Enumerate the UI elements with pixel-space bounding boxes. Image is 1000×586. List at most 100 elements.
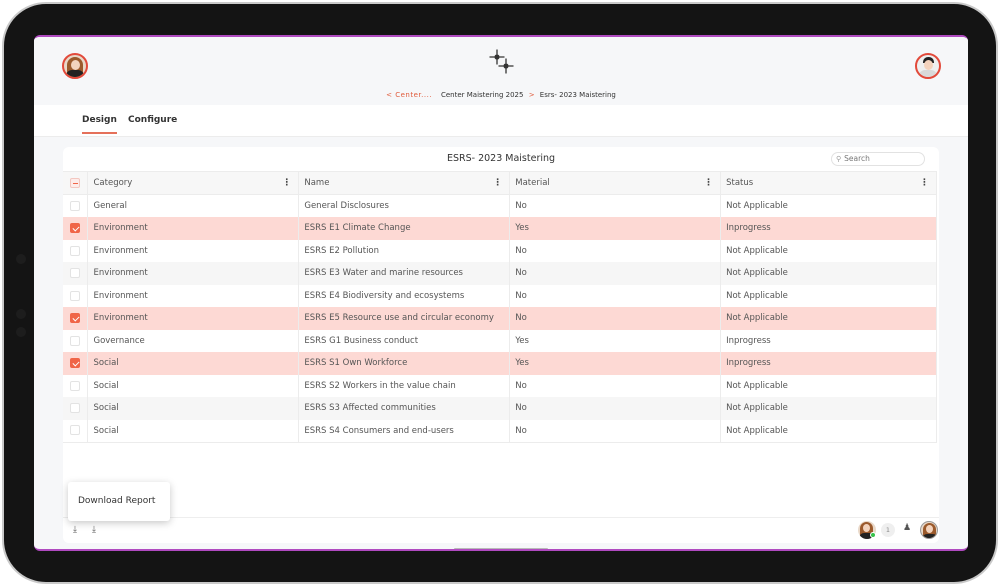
- download-icon[interactable]: ⤓: [92, 525, 96, 535]
- table-header-row: Category ⋮ Name ⋮ Material ⋮ Status ⋮: [63, 171, 937, 195]
- category-cell: Environment: [87, 307, 300, 330]
- table-row[interactable]: Social ESRS S1 Own Workforce Yes Inprogr…: [63, 352, 937, 375]
- esrs-table: Category ⋮ Name ⋮ Material ⋮ Status ⋮ Genera…: [63, 171, 937, 443]
- name-cell: ESRS E2 Pollution: [298, 239, 511, 262]
- material-cell: No: [509, 262, 722, 285]
- row-checkbox[interactable]: [70, 245, 81, 256]
- material-cell: Yes: [509, 329, 722, 352]
- app-screen: < Center.... Center Maistering 2025 > Es…: [34, 35, 968, 551]
- column-menu-icon[interactable]: ⋮: [282, 178, 292, 188]
- name-cell: ESRS S2 Workers in the value chain: [298, 374, 511, 397]
- collaborator-count-badge[interactable]: 1: [881, 523, 895, 537]
- table-row[interactable]: Environment ESRS E3 Water and marine res…: [63, 262, 937, 285]
- side-button: [16, 309, 26, 319]
- table-row[interactable]: Social ESRS S3 Affected communities No N…: [63, 397, 937, 420]
- material-cell: No: [509, 239, 722, 262]
- side-button: [16, 327, 26, 337]
- status-cell: Not Applicable: [720, 307, 937, 330]
- column-header-status[interactable]: Status ⋮: [720, 171, 937, 195]
- name-cell: ESRS S4 Consumers and end-users: [298, 419, 511, 442]
- row-checkbox[interactable]: [70, 358, 81, 368]
- name-cell: ESRS E1 Climate Change: [298, 217, 511, 240]
- status-cell: Not Applicable: [720, 419, 937, 442]
- select-all-checkbox[interactable]: [70, 177, 81, 188]
- user-avatar-right[interactable]: [915, 53, 941, 79]
- status-cell: Not Applicable: [720, 262, 937, 285]
- column-menu-icon[interactable]: ⋮: [704, 178, 714, 188]
- material-cell: No: [509, 194, 722, 217]
- name-cell: ESRS E3 Water and marine resources: [298, 262, 511, 285]
- sparkle-icon[interactable]: [487, 47, 517, 77]
- tab-configure[interactable]: Configure: [128, 115, 178, 125]
- breadcrumb: < Center.... Center Maistering 2025 > Es…: [34, 91, 968, 99]
- column-menu-icon[interactable]: ⋮: [493, 178, 503, 188]
- user-icon[interactable]: ♟: [903, 523, 912, 533]
- tab-design[interactable]: Design: [82, 115, 117, 134]
- status-cell: Inprogress: [720, 329, 937, 352]
- material-cell: Yes: [509, 352, 722, 375]
- column-menu-icon[interactable]: ⋮: [920, 178, 929, 188]
- row-checkbox[interactable]: [70, 290, 81, 301]
- row-checkbox[interactable]: [70, 425, 81, 436]
- column-header-material[interactable]: Material ⋮: [509, 171, 722, 195]
- table-row[interactable]: Social ESRS S2 Workers in the value chai…: [63, 374, 937, 397]
- table-row[interactable]: Environment ESRS E2 Pollution No Not App…: [63, 239, 937, 262]
- category-cell: Social: [87, 374, 300, 397]
- online-status-dot: [870, 532, 876, 538]
- table-row[interactable]: General General Disclosures No Not Appli…: [63, 194, 937, 217]
- camera-dot: [16, 254, 26, 264]
- horizontal-scrollbar[interactable]: [454, 548, 548, 549]
- table-row[interactable]: Governance ESRS G1 Business conduct Yes …: [63, 329, 937, 352]
- material-cell: No: [509, 284, 722, 307]
- breadcrumb-back-link[interactable]: < Center....: [386, 91, 433, 99]
- row-checkbox[interactable]: [70, 223, 81, 233]
- row-checkbox[interactable]: [70, 268, 81, 278]
- column-header-category[interactable]: Category ⋮: [87, 171, 300, 195]
- row-checkbox[interactable]: [70, 200, 81, 211]
- breadcrumb-current: Esrs- 2023 Maistering: [539, 91, 616, 99]
- download-icon[interactable]: ⤓: [73, 525, 77, 535]
- name-cell: ESRS S3 Affected communities: [298, 397, 511, 420]
- category-cell: Environment: [87, 217, 300, 240]
- category-cell: Social: [87, 397, 300, 420]
- category-cell: Environment: [87, 262, 300, 285]
- row-checkbox[interactable]: [70, 335, 81, 346]
- row-checkbox[interactable]: [70, 403, 81, 413]
- table-row[interactable]: Environment ESRS E1 Climate Change Yes I…: [63, 217, 937, 240]
- current-user-avatar[interactable]: [920, 521, 938, 539]
- breadcrumb-separator: >: [528, 91, 535, 99]
- table-row[interactable]: Environment ESRS E5 Resource use and cir…: [63, 307, 937, 330]
- category-cell: Social: [87, 419, 300, 442]
- status-cell: Inprogress: [720, 352, 937, 375]
- download-report-menu-item[interactable]: Download Report: [68, 482, 170, 521]
- search-input[interactable]: ⚲ Search: [831, 152, 925, 166]
- breadcrumb-parent[interactable]: Center Maistering 2025: [440, 91, 524, 99]
- table-title: ESRS- 2023 Maistering: [446, 153, 556, 164]
- column-header-name[interactable]: Name ⋮: [298, 171, 511, 195]
- row-checkbox[interactable]: [70, 380, 81, 391]
- name-cell: General Disclosures: [298, 194, 511, 217]
- user-avatar-left[interactable]: [62, 53, 88, 79]
- search-placeholder: Search: [844, 154, 870, 163]
- status-cell: Not Applicable: [720, 194, 937, 217]
- material-cell: No: [509, 307, 722, 330]
- category-cell: Governance: [87, 329, 300, 352]
- row-checkbox[interactable]: [70, 313, 81, 323]
- category-cell: Environment: [87, 239, 300, 262]
- category-cell: Environment: [87, 284, 300, 307]
- material-cell: No: [509, 374, 722, 397]
- search-icon: ⚲: [836, 155, 842, 163]
- status-cell: Not Applicable: [720, 284, 937, 307]
- header: < Center.... Center Maistering 2025 > Es…: [34, 37, 968, 105]
- status-cell: Not Applicable: [720, 374, 937, 397]
- category-cell: Social: [87, 352, 300, 375]
- name-cell: ESRS E5 Resource use and circular econom…: [298, 307, 511, 330]
- table-row[interactable]: Social ESRS S4 Consumers and end-users N…: [63, 419, 937, 442]
- status-cell: Not Applicable: [720, 239, 937, 262]
- table-row[interactable]: Environment ESRS E4 Biodiversity and eco…: [63, 284, 937, 307]
- name-cell: ESRS G1 Business conduct: [298, 329, 511, 352]
- material-cell: No: [509, 397, 722, 420]
- esrs-table-card: ESRS- 2023 Maistering ⚲ Search Category ⋮ …: [63, 147, 939, 543]
- category-cell: General: [87, 194, 300, 217]
- footer-divider: [63, 517, 939, 518]
